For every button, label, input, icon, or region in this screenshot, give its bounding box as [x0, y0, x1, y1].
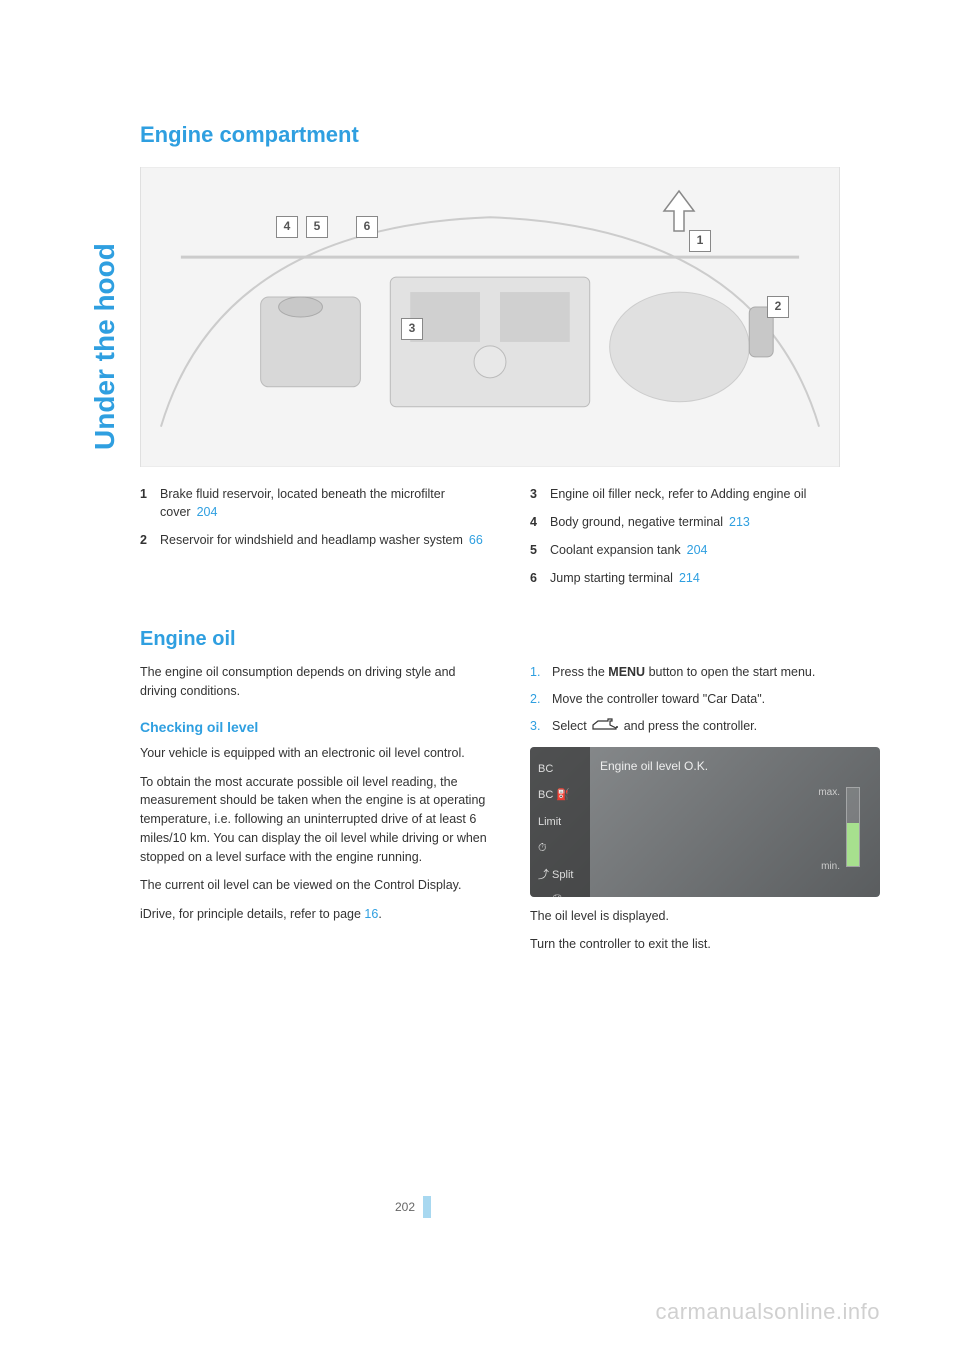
step: 2.Move the controller toward "Car Data". [530, 690, 880, 709]
oil-after2: Turn the controller to exit the list. [530, 935, 880, 954]
page-ref: 214 [679, 571, 700, 585]
heading-engine-oil: Engine oil [140, 625, 880, 653]
diagram-callout-6: 6 [356, 216, 378, 238]
legend-text: Brake fluid reservoir, located beneath t… [160, 485, 490, 521]
legend-item: 2Reservoir for windshield and headlamp w… [140, 531, 490, 549]
legend-num: 3 [530, 485, 550, 503]
legend-num: 2 [140, 531, 160, 549]
legend-text: Body ground, negative terminal213 [550, 513, 880, 531]
screenshot-title: Engine oil level O.K. [600, 757, 870, 775]
page-ref: 204 [197, 505, 218, 519]
left-column: The engine oil consumption depends on dr… [140, 663, 490, 964]
diagram-callout-4: 4 [276, 216, 298, 238]
step: 1.Press the MENU button to open the star… [530, 663, 880, 682]
legend-num: 6 [530, 569, 550, 587]
step-num: 1. [530, 663, 552, 682]
legend-text: Coolant expansion tank204 [550, 541, 880, 559]
step-text: Select and press the controller. [552, 717, 880, 737]
legend-item: 4Body ground, negative terminal213 [530, 513, 880, 531]
page-ref: 204 [687, 543, 708, 557]
side-title: Under the hood [85, 243, 124, 450]
oil-can-icon [590, 717, 620, 737]
step-num: 2. [530, 690, 552, 709]
screenshot-sidebar-item: ⤴ Split [538, 867, 582, 884]
oil-level-bar [846, 787, 860, 867]
label-min: min. [821, 859, 840, 874]
callout-arrow [659, 186, 699, 236]
legend-num: 1 [140, 485, 160, 521]
engine-oil-intro: The engine oil consumption depends on dr… [140, 663, 490, 701]
idrive-screenshot: BC BC ⛽ Limit ⏱ ⤴ Split ✓ 🛢 Engine oil level … [530, 747, 880, 897]
watermark: carmanualsonline.info [655, 1297, 880, 1328]
diagram-callout-2: 2 [767, 296, 789, 318]
screenshot-sidebar-item: ✓ 🛢 [538, 893, 582, 897]
oil-p4: iDrive, for principle details, refer to … [140, 905, 490, 924]
diagram-callout-5: 5 [306, 216, 328, 238]
legend-item: 5Coolant expansion tank204 [530, 541, 880, 559]
legend-text: Jump starting terminal214 [550, 569, 880, 587]
oil-after1: The oil level is displayed. [530, 907, 880, 926]
legend-num: 4 [530, 513, 550, 531]
step-text: Move the controller toward "Car Data". [552, 690, 880, 709]
page-number: 202 [395, 1196, 431, 1218]
page-ref-16: 16 [364, 907, 378, 921]
diagram-callout-3: 3 [401, 318, 423, 340]
legend-row: 1Brake fluid reservoir, located beneath … [140, 485, 880, 598]
step-num: 3. [530, 717, 552, 737]
screenshot-sidebar-item: BC ⛽ [538, 787, 582, 804]
legend-item: 6Jump starting terminal214 [530, 569, 880, 587]
step-text: Press the MENU button to open the start … [552, 663, 880, 682]
screenshot-sidebar-item: Limit [538, 814, 582, 831]
heading-engine-compartment: Engine compartment [140, 120, 880, 151]
legend-item: 1Brake fluid reservoir, located beneath … [140, 485, 490, 521]
diagram-callout-1: 1 [689, 230, 711, 252]
step: 3.Select and press the controller. [530, 717, 880, 737]
legend-num: 5 [530, 541, 550, 559]
legend-text: Reservoir for windshield and headlamp wa… [160, 531, 490, 549]
page-ref: 66 [469, 533, 483, 547]
screenshot-sidebar-item: ⏱ [538, 840, 582, 857]
legend-text: Engine oil filler neck, refer to Adding … [550, 485, 880, 503]
label-max: max. [818, 785, 840, 800]
legend-item: 3Engine oil filler neck, refer to Adding… [530, 485, 880, 503]
oil-p2: To obtain the most accurate possible oil… [140, 773, 490, 867]
oil-p1: Your vehicle is equipped with an electro… [140, 744, 490, 763]
engine-compartment-diagram: 1 2 3 4 5 6 [140, 167, 840, 467]
subheading-checking-oil: Checking oil level [140, 717, 490, 738]
oil-p3: The current oil level can be viewed on t… [140, 876, 490, 895]
page-ref: 213 [729, 515, 750, 529]
page-mark [423, 1196, 431, 1218]
right-column: 1.Press the MENU button to open the star… [530, 663, 880, 964]
screenshot-sidebar-item: BC [538, 761, 582, 778]
